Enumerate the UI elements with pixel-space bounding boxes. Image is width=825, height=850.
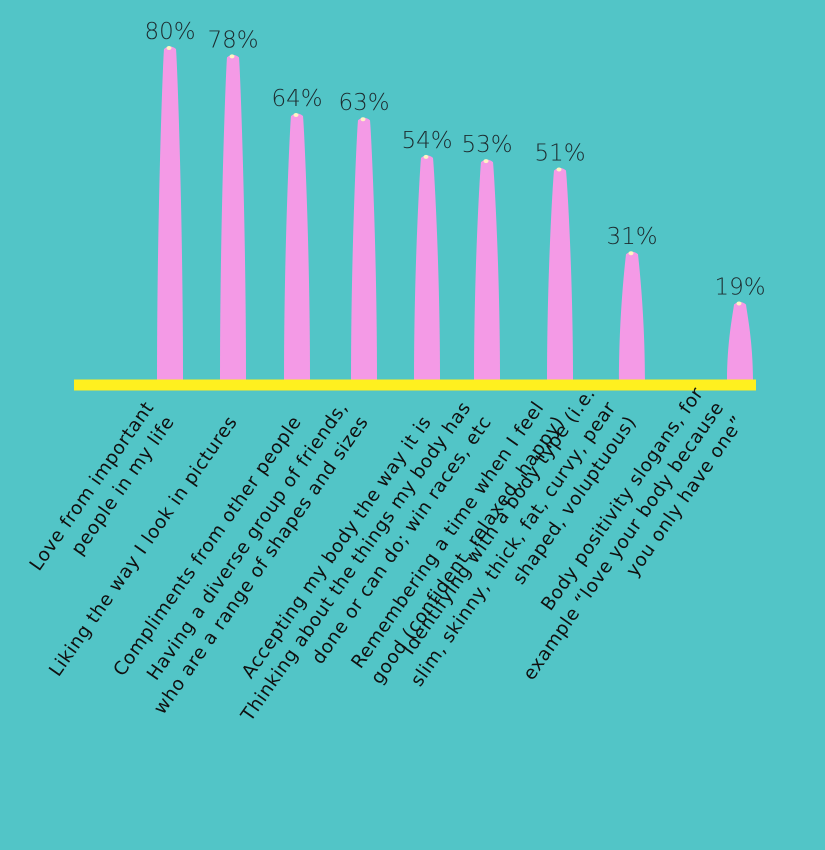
bar-tip-5 [423,154,429,159]
value-label-8: 31% [606,224,657,250]
bar-9 [727,301,753,381]
bar-6 [474,159,500,381]
value-label-6: 53% [461,132,512,158]
value-label-4: 63% [338,90,389,116]
bar-5 [414,155,440,381]
bar-tip-8 [628,251,634,256]
value-labels-group: 80% 78% 64% 63% 54% 53% 51% 31% 19% [144,19,765,300]
value-label-7: 51% [534,140,585,166]
bar-tip-9 [736,301,742,306]
value-label-3: 64% [271,86,322,112]
bar-tip-1 [166,46,172,50]
bar-8 [619,251,645,381]
bar-1 [157,46,183,381]
bar-tip-2 [229,54,235,59]
bar-3 [284,113,310,381]
value-label-1: 80% [144,19,195,45]
bar-4 [351,117,377,381]
bar-2 [220,54,246,381]
bar-7 [547,167,573,381]
bar-tip-3 [293,113,299,117]
bar-tip-4 [360,117,366,122]
bars-group [157,46,753,381]
value-label-9: 19% [714,274,765,300]
value-label-2: 78% [207,27,258,53]
value-label-5: 54% [401,128,452,154]
bar-tip-6 [483,159,489,164]
bar-tip-7 [556,167,562,172]
